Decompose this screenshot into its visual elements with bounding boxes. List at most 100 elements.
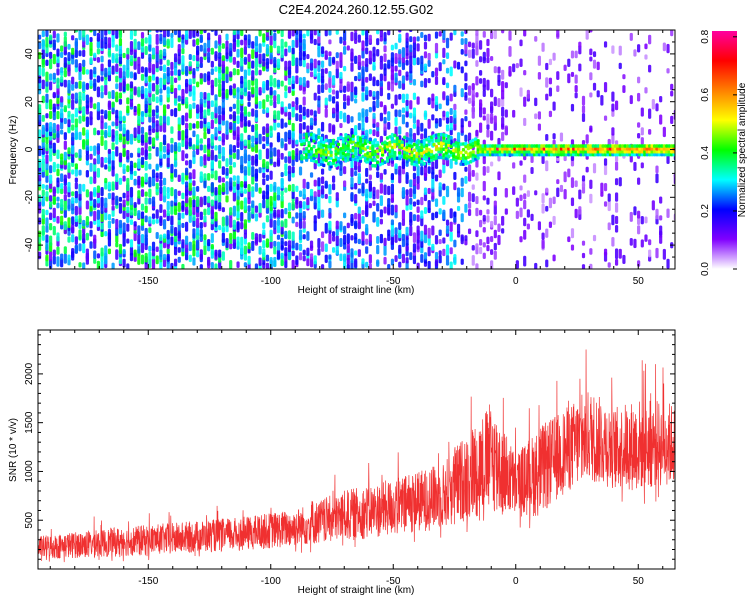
spectrogram-cell [89, 241, 93, 249]
spectrogram-cell [368, 106, 372, 113]
spectrogram-band-cell [510, 147, 515, 151]
spectrogram-cell [401, 82, 406, 90]
spectrogram-cell [166, 116, 170, 126]
spectrogram-cell [328, 39, 332, 45]
spectrogram-cell [383, 53, 387, 63]
spectrogram-cell [254, 129, 259, 138]
spectrogram-cell [170, 225, 174, 234]
spectrogram-cell [214, 94, 218, 101]
spectrogram-cell [328, 30, 332, 36]
spectrogram-cell [287, 249, 292, 260]
spectrogram-cell [236, 30, 240, 35]
spectrogram-cell [651, 99, 655, 110]
spectrogram-cell [210, 47, 214, 55]
spectrogram-cell [49, 81, 53, 91]
spectrogram-cell [493, 229, 497, 239]
spectrogram-cell [104, 197, 108, 209]
spectrogram-cell [442, 237, 446, 244]
spectrogram-cell [350, 213, 354, 224]
spectrogram-cell [537, 71, 541, 80]
spectrogram-cell [442, 209, 446, 220]
spectrogram-cell [284, 41, 288, 48]
spectrogram-cell [317, 248, 321, 256]
spectrogram-cell [287, 165, 292, 175]
spectrogram-cell [159, 141, 163, 152]
spectrogram-cell [394, 227, 398, 235]
spectrogram-cell [376, 217, 380, 227]
spectrogram-band-cell [312, 139, 316, 143]
spectrogram-cell [280, 80, 284, 87]
spectrogram-cell [199, 34, 203, 44]
spectrogram-cell [74, 196, 78, 204]
spectrogram-cell [221, 225, 225, 232]
spectrogram-band-cell [552, 144, 556, 148]
spectrogram-cell [464, 176, 468, 184]
spectrogram-cell [350, 167, 354, 178]
spectrogram-cell [196, 147, 200, 156]
spectrogram-cell [280, 152, 284, 160]
spectrogram-band-cell [346, 152, 350, 156]
spectrogram-cell [85, 82, 89, 90]
spectrogram-cell [640, 216, 644, 225]
spectrogram-cell [659, 235, 663, 244]
spectrogram-band-cell [520, 149, 524, 154]
spectrogram-cell [74, 81, 78, 89]
spectrogram-cell [41, 208, 45, 220]
spectrogram-cell [449, 66, 453, 77]
spectrogram-cell [240, 200, 244, 210]
spectrogram-cell [159, 192, 163, 202]
spectrogram-cell [162, 194, 167, 203]
spectrogram-cell [140, 156, 145, 166]
spectrogram-y-tick-label: 20 [24, 96, 35, 108]
spectrogram-band-cell [425, 143, 429, 148]
spectrogram-cell [357, 122, 361, 131]
spectrogram-cell [185, 96, 189, 105]
spectrogram-cell [93, 103, 97, 110]
spectrogram-band-cell [305, 138, 309, 142]
spectrogram-cell [541, 239, 545, 249]
spectrogram-cell [423, 187, 428, 196]
spectrogram-band-cell [508, 149, 512, 154]
spectrogram-cell [137, 253, 141, 265]
spectrogram-cell [482, 156, 486, 165]
spectrogram-band-cell [437, 147, 441, 151]
spectrogram-cell [221, 155, 225, 162]
spectrogram-cell [155, 209, 159, 219]
spectrogram-cell [405, 104, 409, 112]
spectrogram-cell [151, 53, 156, 60]
spectrogram-cell [611, 103, 615, 112]
spectrogram-cell [394, 65, 398, 72]
colorbar-tick-label: 0.6 [700, 87, 711, 101]
spectrogram-cell [118, 56, 123, 65]
spectrogram-cell [427, 187, 431, 195]
spectrogram-cell [471, 93, 475, 103]
spectrogram-band-cell [427, 159, 431, 164]
spectrogram-band-cell [662, 152, 666, 157]
spectrogram-cell [155, 76, 159, 85]
spectrogram-cell [196, 239, 200, 249]
spectrogram-band-cell [390, 157, 394, 161]
spectrogram-band-cell [381, 158, 385, 163]
spectrogram-cell [52, 103, 56, 113]
spectrogram-band-cell [486, 147, 490, 151]
spectrogram-cell [284, 230, 288, 239]
spectrogram-cell [137, 86, 141, 98]
spectrogram-cell [324, 83, 328, 91]
spectrogram-band-cell [456, 150, 461, 155]
spectrogram-band-cell [344, 136, 348, 140]
spectrogram-cell [67, 94, 71, 100]
spectrogram-cell [629, 237, 633, 246]
spectrogram-band-cell [407, 143, 412, 148]
spectrogram-band-cell [628, 144, 632, 148]
spectrogram-cell [218, 56, 222, 67]
spectrogram-cell [236, 87, 240, 93]
spectrogram-band-cell [314, 154, 319, 158]
spectrogram-cell [328, 207, 332, 214]
spectrogram-band-cell [346, 155, 350, 159]
spectrogram-band-cell [341, 148, 345, 153]
spectrogram-cell [115, 134, 119, 145]
spectrogram-band-cell [486, 149, 490, 154]
spectrogram-band-cell [405, 142, 409, 147]
spectrogram-cell [438, 62, 442, 72]
spectrogram-cell [225, 33, 229, 41]
